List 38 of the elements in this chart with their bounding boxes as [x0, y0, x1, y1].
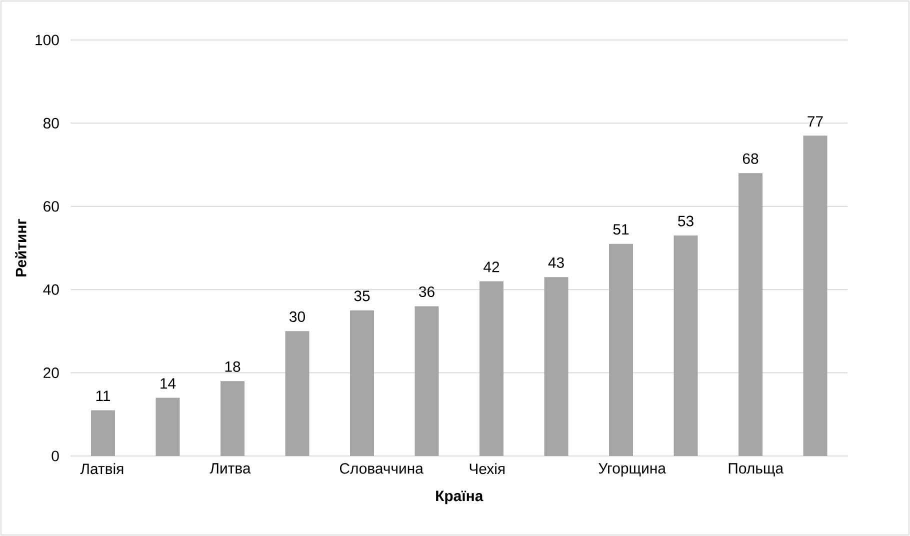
y-tick-label: 0	[52, 450, 59, 462]
bar	[803, 136, 828, 456]
bar	[674, 236, 698, 456]
data-label: 18	[225, 361, 240, 372]
data-label: 11	[96, 390, 110, 402]
bar	[414, 306, 439, 456]
y-tick-label: 20	[44, 367, 59, 378]
data-label: 77	[808, 116, 823, 126]
x-tick-label: Словаччина	[340, 463, 424, 474]
data-label: 53	[678, 216, 694, 226]
data-label: 30	[290, 311, 305, 322]
x-tick-label: Чехія	[470, 463, 504, 474]
data-label: 42	[484, 262, 500, 272]
y-tick-label: 60	[44, 201, 59, 212]
data-label: 36	[419, 286, 434, 298]
x-tick-label: Угорщина	[598, 463, 666, 477]
bar	[285, 331, 310, 456]
y-tick-label: 100	[36, 34, 59, 46]
y-axis-title: Рейтинг	[15, 218, 26, 276]
bar	[156, 398, 180, 456]
bar	[480, 281, 504, 456]
bar	[350, 310, 374, 456]
y-tick-label: 40	[43, 284, 59, 295]
bar	[544, 277, 568, 456]
bar	[91, 410, 116, 456]
x-tick-label: Литва	[210, 463, 251, 474]
data-label: 51	[613, 224, 629, 235]
bar	[220, 381, 245, 456]
x-tick-label: Латвія	[80, 463, 124, 474]
bar	[609, 244, 634, 456]
data-label: 14	[160, 378, 176, 389]
bar	[738, 173, 763, 456]
data-label: 68	[742, 153, 758, 164]
data-label: 35	[354, 290, 370, 302]
x-axis-title: Країна	[436, 490, 484, 504]
y-tick-label: 80	[43, 118, 59, 128]
x-tick-label: Польща	[728, 463, 784, 476]
data-label: 43	[548, 257, 564, 268]
